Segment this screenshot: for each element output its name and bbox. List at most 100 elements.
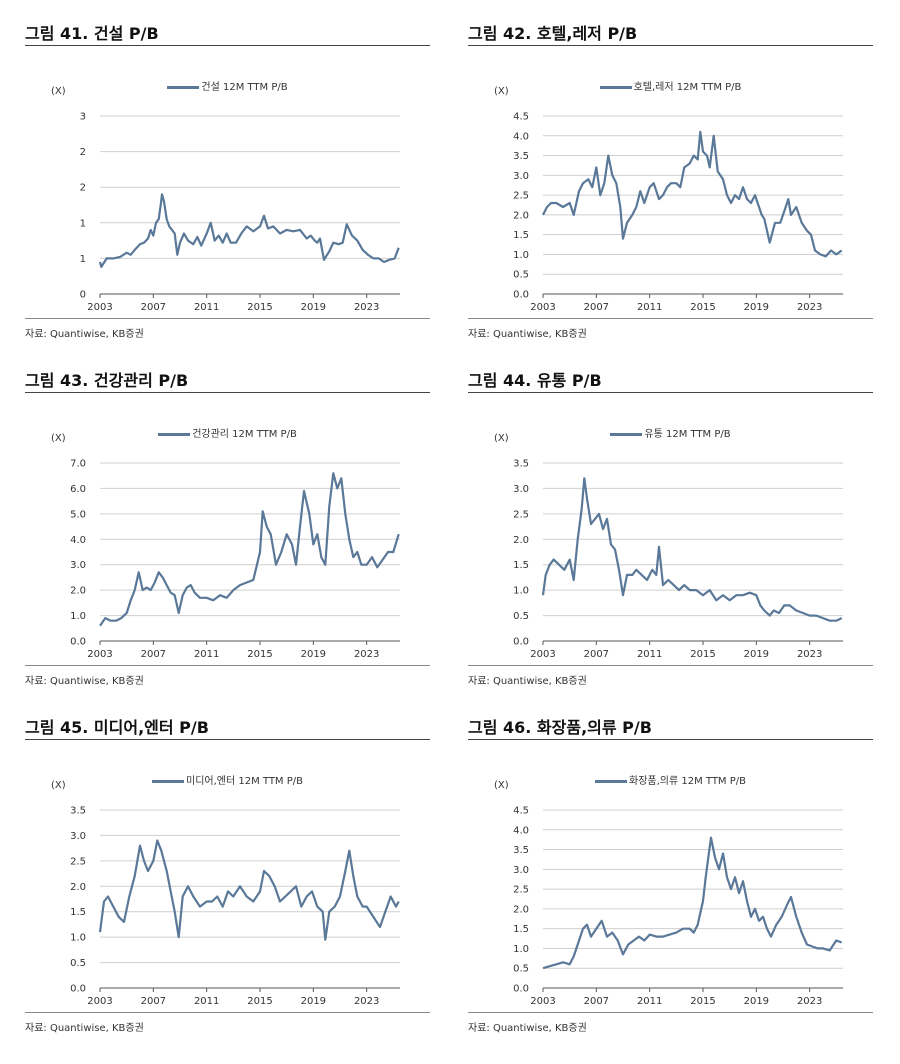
- y-tick-label: 1.0: [513, 586, 529, 597]
- y-axis-unit: (X): [494, 433, 509, 444]
- x-tick-label: 2023: [354, 996, 379, 1007]
- series-line: [98, 193, 400, 268]
- x-tick-label: 2003: [530, 649, 555, 660]
- chart-title: 그림 45. 미디어,엔터 P/B: [25, 718, 209, 737]
- y-axis-unit: (X): [494, 780, 509, 791]
- x-tick-label: 2011: [194, 302, 219, 313]
- title-divider: [468, 739, 873, 740]
- y-tick-label: 1: [80, 254, 86, 265]
- x-tick-label: 2015: [690, 649, 715, 660]
- y-tick-label: 4.0: [70, 535, 86, 546]
- y-tick-label: 3.0: [513, 865, 529, 876]
- line-chart: 0.0 0.5 1.0 1.5 2.0 2.5 3.0 3.5 2003 2007 2011 2015…: [70, 806, 400, 1007]
- y-tick-label: 1.0: [70, 933, 86, 944]
- y-tick-label: 2.0: [513, 535, 529, 546]
- y-tick-label: 4.0: [513, 131, 529, 142]
- series-line: [541, 477, 843, 622]
- line-chart: 0.0 1.0 2.0 3.0 4.0 5.0 6.0 7.0 2003 2007 2011 2015…: [70, 459, 400, 660]
- chart-panel-41: 그림 41. 건설 P/B (X) 건설 12M TTM P/B 0 1 1 2 2 3 2…: [25, 0, 430, 340]
- y-tick-label: 1.5: [513, 924, 529, 935]
- y-tick-label: 3.5: [513, 151, 529, 162]
- x-tick-label: 2003: [87, 649, 112, 660]
- y-tick-label: 3.0: [70, 560, 86, 571]
- source-divider: [25, 1012, 430, 1013]
- chart-legend: 화장품,의류 12M TTM P/B: [468, 772, 873, 787]
- x-tick-label: 2019: [744, 302, 769, 313]
- chart-title: 그림 41. 건설 P/B: [25, 24, 159, 43]
- y-tick-label: 6.0: [70, 484, 86, 495]
- chart-title: 그림 43. 건강관리 P/B: [25, 371, 189, 390]
- y-tick-label: 0.5: [513, 270, 529, 281]
- legend-label: 호텔,레저 12M TTM P/B: [633, 82, 742, 93]
- x-tick-label: 2007: [584, 649, 609, 660]
- title-divider: [468, 392, 873, 393]
- chart-legend: 건강관리 12M TTM P/B: [25, 425, 430, 440]
- y-tick-label: 7.0: [70, 459, 86, 470]
- y-tick-label: 1: [80, 218, 86, 229]
- y-tick-label: 2.5: [513, 885, 529, 896]
- y-tick-label: 1.5: [513, 230, 529, 241]
- legend-label: 유통 12M TTM P/B: [644, 429, 731, 440]
- y-tick-label: 3: [80, 112, 86, 123]
- y-tick-label: 0.0: [70, 984, 86, 995]
- source-divider: [468, 1012, 873, 1013]
- source-divider: [25, 665, 430, 666]
- legend-swatch: [610, 432, 643, 436]
- legend-swatch: [152, 779, 184, 783]
- chart-panel-44: 그림 44. 유통 P/B (X) 유통 12M TTM P/B 0.0 0.5 1…: [468, 347, 873, 687]
- y-tick-label: 2.5: [513, 509, 529, 520]
- legend-swatch: [167, 85, 200, 89]
- y-tick-label: 3.5: [70, 806, 86, 817]
- y-tick-label: 0.0: [513, 637, 529, 648]
- y-tick-label: 2.0: [70, 882, 86, 893]
- line-chart: 0.0 0.5 1.0 1.5 2.0 2.5 3.0 3.5 2003 2007 2011 2015…: [513, 459, 843, 660]
- x-tick-label: 2007: [584, 996, 609, 1007]
- x-tick-label: 2019: [744, 996, 769, 1007]
- y-tick-label: 0.0: [513, 290, 529, 301]
- x-tick-label: 2007: [141, 302, 166, 313]
- title-divider: [25, 45, 430, 46]
- x-tick-label: 2007: [141, 996, 166, 1007]
- y-axis-unit: (X): [494, 86, 509, 97]
- y-axis-unit: (X): [51, 86, 66, 97]
- y-tick-label: 3.0: [513, 171, 529, 182]
- chart-legend: 미디어,엔터 12M TTM P/B: [25, 772, 430, 787]
- title-divider: [25, 739, 430, 740]
- legend-label: 미디어,엔터 12M TTM P/B: [186, 776, 303, 787]
- y-tick-label: 4.5: [513, 806, 529, 817]
- chart-panel-46: 그림 46. 화장품,의류 P/B (X) 화장품,의류 12M TTM P/B…: [468, 694, 873, 1034]
- y-tick-label: 2: [80, 183, 86, 194]
- y-tick-label: 5.0: [70, 509, 86, 520]
- y-axis-unit: (X): [51, 433, 66, 444]
- x-tick-label: 2023: [797, 649, 822, 660]
- y-tick-label: 2.0: [513, 904, 529, 915]
- chart-title: 그림 42. 호텔,레저 P/B: [468, 24, 638, 43]
- x-tick-label: 2007: [141, 649, 166, 660]
- series-line: [542, 836, 843, 970]
- y-tick-label: 1.5: [70, 907, 86, 918]
- x-tick-label: 2007: [584, 302, 609, 313]
- y-tick-label: 2.0: [70, 586, 86, 597]
- x-tick-label: 2011: [637, 649, 662, 660]
- legend-swatch: [595, 779, 627, 783]
- x-tick-label: 2015: [247, 302, 272, 313]
- legend-label: 화장품,의류 12M TTM P/B: [629, 776, 746, 787]
- source-note: 자료: Quantiwise, KB증권: [468, 676, 587, 687]
- chart-legend: 건설 12M TTM P/B: [25, 78, 430, 93]
- x-tick-label: 2015: [690, 302, 715, 313]
- chart-legend: 유통 12M TTM P/B: [468, 425, 873, 440]
- y-tick-label: 3.0: [70, 831, 86, 842]
- series-line: [542, 130, 843, 258]
- x-tick-label: 2023: [797, 996, 822, 1007]
- y-tick-label: 0: [80, 290, 86, 301]
- source-divider: [468, 318, 873, 319]
- y-tick-label: 4.5: [513, 112, 529, 123]
- y-tick-label: 0.5: [513, 964, 529, 975]
- y-tick-label: 0.5: [513, 611, 529, 622]
- title-divider: [468, 45, 873, 46]
- series-line: [99, 472, 400, 627]
- legend-label: 건강관리 12M TTM P/B: [192, 429, 297, 440]
- y-tick-label: 1.0: [70, 611, 86, 622]
- y-tick-label: 4.0: [513, 825, 529, 836]
- legend-label: 건설 12M TTM P/B: [201, 82, 288, 93]
